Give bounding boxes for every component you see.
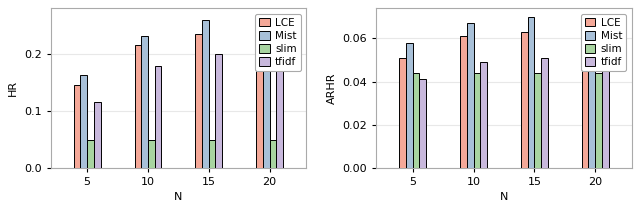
Bar bbox=[467, 23, 474, 168]
Bar bbox=[209, 140, 216, 168]
Bar bbox=[216, 54, 222, 168]
Bar bbox=[582, 30, 589, 168]
Bar bbox=[148, 140, 155, 168]
Bar bbox=[406, 43, 413, 168]
Y-axis label: HR: HR bbox=[8, 80, 19, 96]
Legend: LCE, Mist, slim, tfidf: LCE, Mist, slim, tfidf bbox=[581, 14, 627, 71]
Y-axis label: ARHR: ARHR bbox=[327, 72, 337, 104]
Bar bbox=[419, 79, 426, 168]
Bar bbox=[202, 20, 209, 168]
Bar bbox=[399, 58, 406, 168]
Bar bbox=[527, 17, 534, 168]
Bar bbox=[595, 73, 602, 168]
X-axis label: N: N bbox=[174, 192, 182, 202]
Bar bbox=[195, 34, 202, 168]
Bar bbox=[87, 140, 94, 168]
Bar bbox=[534, 73, 541, 168]
Bar bbox=[269, 140, 276, 168]
Bar bbox=[81, 75, 87, 168]
Bar bbox=[134, 45, 141, 168]
Bar bbox=[276, 45, 283, 168]
Bar bbox=[541, 58, 548, 168]
Bar bbox=[474, 73, 480, 168]
Bar bbox=[480, 62, 487, 168]
Bar bbox=[74, 85, 81, 168]
Bar bbox=[263, 14, 269, 168]
Bar bbox=[94, 102, 100, 168]
Bar bbox=[155, 66, 161, 168]
Bar bbox=[256, 23, 263, 168]
Bar bbox=[602, 56, 609, 168]
Bar bbox=[521, 32, 527, 168]
Bar bbox=[460, 36, 467, 168]
Bar bbox=[589, 17, 595, 168]
Bar bbox=[413, 73, 419, 168]
Legend: LCE, Mist, slim, tfidf: LCE, Mist, slim, tfidf bbox=[255, 14, 301, 71]
X-axis label: N: N bbox=[500, 192, 508, 202]
Bar bbox=[141, 36, 148, 168]
